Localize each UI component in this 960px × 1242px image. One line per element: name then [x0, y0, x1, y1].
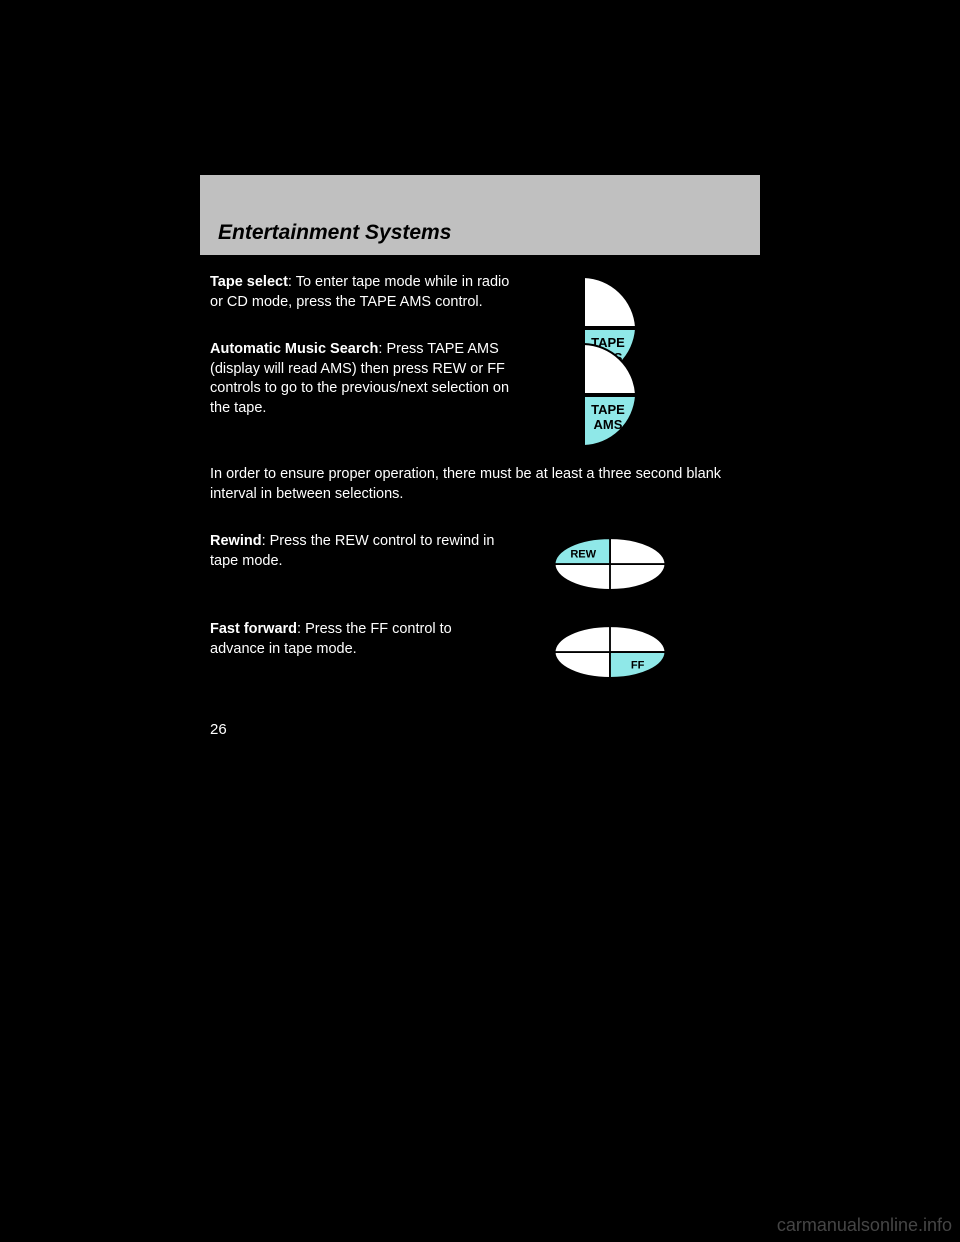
section-text: Rewind: Press the REW control to rewind … — [210, 532, 510, 592]
heading: Fast forward — [210, 621, 297, 637]
section-ams: Automatic Music Search: Press TAPE AMS (… — [210, 340, 750, 504]
section-text: Fast forward: Press the FF control to ad… — [210, 620, 510, 680]
watermark-text: carmanualsonline.info — [777, 1215, 952, 1236]
page-number: 26 — [210, 720, 750, 740]
heading: Rewind — [210, 533, 262, 549]
content-area: Tape select: To enter tape mode while in… — [200, 255, 760, 741]
ff-button-icon: FF — [550, 620, 670, 685]
section-rewind: Rewind: Press the REW control to rewind … — [210, 532, 750, 592]
section-text: Tape select: To enter tape mode while in… — [210, 273, 510, 312]
header-bar: Entertainment Systems — [200, 175, 760, 255]
page-title: Entertainment Systems — [218, 221, 451, 245]
rew-button-icon: REW — [550, 532, 670, 597]
section-text: Automatic Music Search: Press TAPE AMS (… — [210, 340, 510, 455]
svg-text:AMS: AMS — [594, 417, 623, 432]
section-tape-select: Tape select: To enter tape mode while in… — [210, 273, 750, 312]
heading: Automatic Music Search — [210, 341, 378, 357]
page-container: Entertainment Systems Tape select: To en… — [200, 175, 760, 741]
heading: Tape select — [210, 274, 288, 290]
extra-text: In order to ensure proper operation, the… — [210, 465, 730, 504]
svg-text:REW: REW — [570, 549, 596, 561]
section-fastforward: Fast forward: Press the FF control to ad… — [210, 620, 750, 680]
tape-ams-icon: TAPE AMS — [550, 340, 670, 450]
svg-text:TAPE: TAPE — [591, 402, 625, 417]
svg-text:FF: FF — [631, 660, 645, 672]
